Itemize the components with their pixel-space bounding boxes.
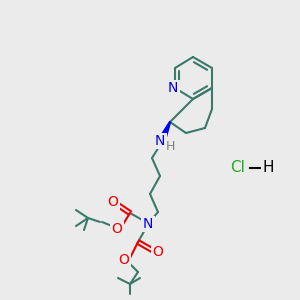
Text: N: N xyxy=(155,134,165,148)
Text: O: O xyxy=(112,222,122,236)
Polygon shape xyxy=(159,122,170,141)
Text: N: N xyxy=(168,81,178,95)
Text: H: H xyxy=(165,140,175,154)
Text: O: O xyxy=(118,253,129,267)
Text: O: O xyxy=(108,195,118,209)
Text: N: N xyxy=(143,217,153,231)
Text: Cl: Cl xyxy=(231,160,245,175)
Text: H: H xyxy=(262,160,274,175)
Text: O: O xyxy=(153,245,164,259)
